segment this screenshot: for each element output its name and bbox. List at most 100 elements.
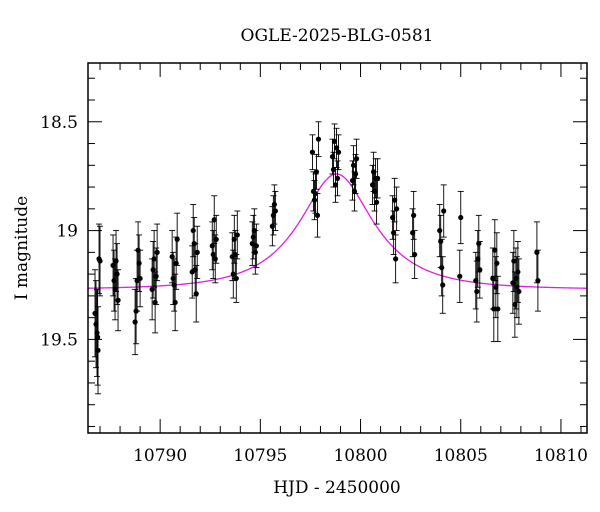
point-marker — [412, 251, 418, 258]
x-tick-label: 10790 — [133, 446, 187, 466]
point-marker — [309, 149, 316, 155]
point-marker — [391, 230, 397, 236]
point-marker — [313, 169, 320, 175]
point-marker — [231, 236, 237, 242]
data-point — [194, 225, 201, 279]
data-point — [393, 186, 400, 232]
point-marker — [457, 273, 463, 279]
data-point — [233, 254, 240, 303]
point-marker — [535, 278, 541, 284]
point-marker — [441, 208, 447, 214]
point-marker — [194, 249, 200, 255]
plot-frame — [87, 62, 588, 434]
data-point — [174, 212, 181, 266]
data-point — [440, 184, 447, 238]
point-marker — [114, 271, 120, 277]
point-marker — [95, 347, 101, 353]
point-marker — [272, 208, 278, 214]
data-point — [330, 151, 337, 188]
data-point — [456, 249, 463, 303]
point-marker — [353, 156, 360, 162]
point-marker — [211, 217, 217, 223]
point-marker — [115, 297, 121, 303]
axis-ticks: 10790 10795 10800 10805 10810 18.5 19 19.5 — [40, 63, 588, 466]
point-marker — [439, 264, 445, 271]
data-point — [392, 234, 399, 284]
data-point — [334, 160, 341, 197]
y-axis-label: I magnitude — [12, 196, 32, 300]
point-marker — [174, 236, 180, 242]
data-point — [493, 232, 500, 295]
point-marker — [393, 256, 399, 262]
plot-area — [88, 121, 587, 395]
point-marker — [334, 175, 341, 181]
point-marker — [474, 288, 480, 295]
data-point — [515, 258, 522, 325]
point-marker — [394, 206, 400, 212]
point-marker — [311, 197, 318, 203]
data-point — [353, 138, 360, 179]
point-marker — [271, 201, 277, 208]
data-point — [335, 134, 342, 171]
point-marker — [154, 249, 160, 255]
point-marker — [210, 251, 216, 258]
point-marker — [458, 214, 464, 221]
point-marker — [193, 291, 199, 297]
point-marker — [331, 138, 338, 144]
point-marker — [230, 271, 236, 277]
chart-title: OGLE-2025-BLG-0581 — [241, 26, 434, 46]
x-axis-label: HJD - 2450000 — [273, 478, 401, 498]
point-marker — [332, 182, 339, 188]
data-point — [315, 121, 322, 158]
point-marker — [333, 145, 340, 151]
point-marker — [411, 212, 417, 218]
point-marker — [97, 258, 103, 264]
point-marker — [151, 256, 157, 262]
point-marker — [373, 199, 380, 205]
point-marker — [494, 260, 500, 266]
data-point — [439, 256, 446, 314]
point-marker — [515, 269, 521, 275]
point-marker — [190, 227, 196, 234]
point-marker — [136, 260, 142, 266]
point-marker — [374, 175, 381, 181]
point-marker — [495, 306, 501, 312]
point-marker — [314, 212, 321, 218]
point-marker — [212, 256, 218, 262]
data-point — [374, 158, 381, 199]
data-point — [410, 190, 417, 240]
x-tick-label: 10795 — [233, 446, 287, 466]
y-tick-label: 18.5 — [40, 113, 78, 133]
point-marker — [330, 167, 337, 173]
point-marker — [440, 282, 446, 288]
data-point — [230, 249, 237, 299]
point-marker — [233, 275, 239, 282]
data-point — [193, 264, 200, 323]
data-point — [350, 145, 357, 186]
point-marker — [437, 227, 443, 234]
x-tick-label: 10800 — [333, 446, 387, 466]
point-marker — [172, 299, 178, 306]
point-marker — [335, 149, 342, 155]
data-point — [534, 249, 541, 312]
point-marker — [392, 197, 398, 203]
point-marker — [477, 267, 483, 273]
point-marker — [132, 319, 138, 325]
point-marker — [253, 243, 259, 249]
y-tick-label: 19 — [56, 222, 78, 242]
data-point — [457, 190, 464, 245]
data-point — [213, 214, 220, 264]
data-point — [95, 306, 102, 395]
data-point — [154, 223, 161, 282]
data-point — [97, 225, 104, 297]
data-point — [115, 269, 122, 332]
point-marker — [94, 330, 100, 336]
data-point — [494, 275, 501, 343]
point-marker — [137, 275, 143, 282]
data-point — [153, 247, 160, 306]
point-marker — [153, 273, 159, 279]
point-marker — [511, 258, 517, 264]
point-marker — [315, 136, 322, 142]
data-point — [473, 260, 480, 323]
